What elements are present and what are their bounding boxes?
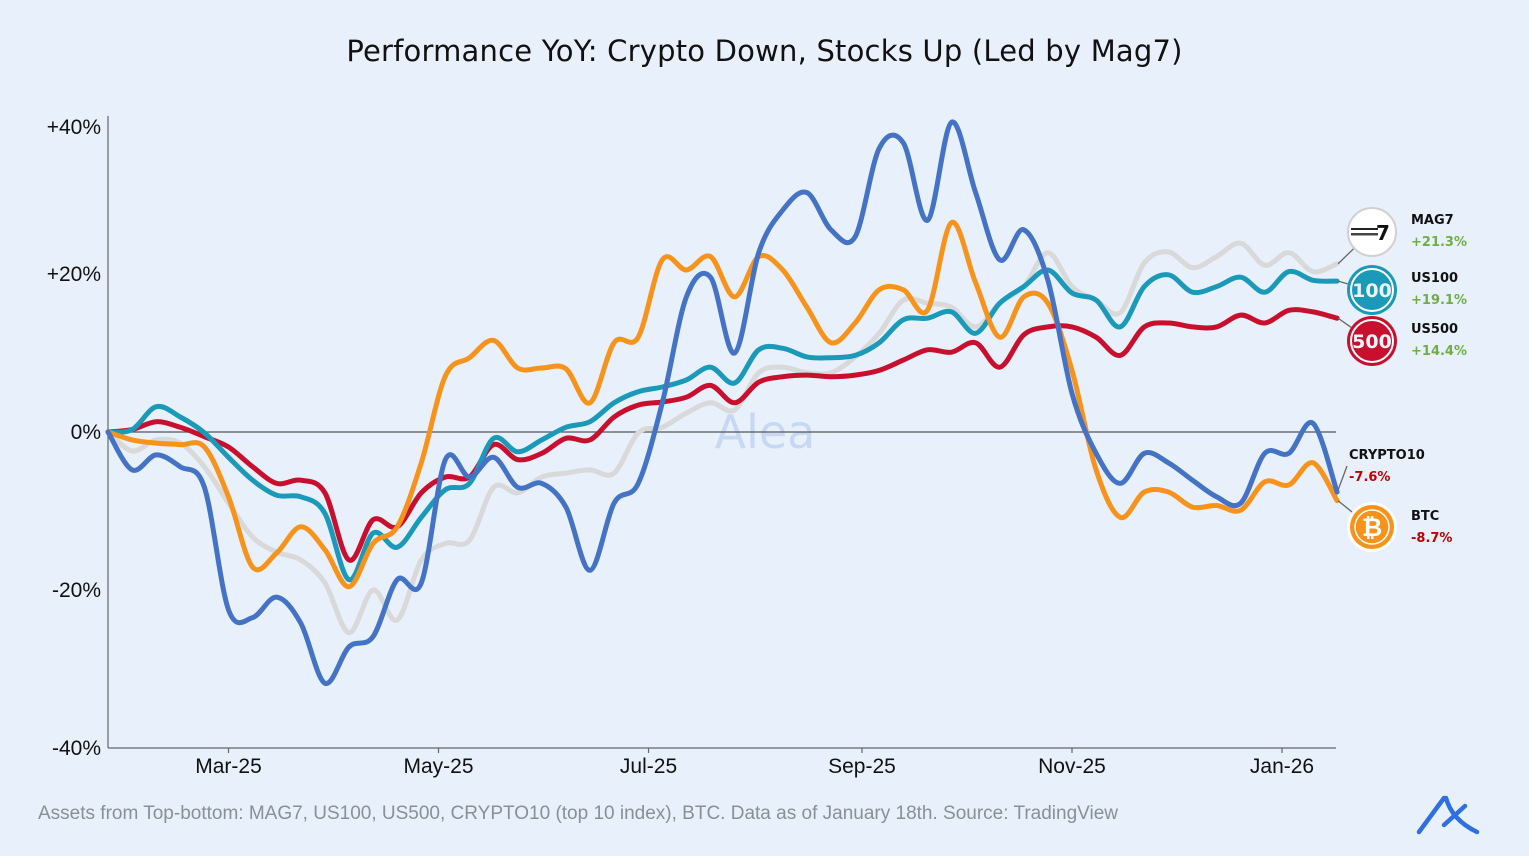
x-tick-label: May-25 <box>403 755 473 778</box>
legend-label: BTC <box>1411 509 1439 524</box>
legend-label: MAG7 <box>1411 213 1454 228</box>
legend-entry-us100: 100 US100 +19.1% <box>1337 265 1467 315</box>
svg-text:7: 7 <box>1376 221 1390 245</box>
x-tick-label: Jan-26 <box>1250 755 1314 778</box>
x-tick-label: Mar-25 <box>195 755 262 778</box>
legend-connector <box>1337 248 1354 265</box>
y-tick-label: -20% <box>52 579 101 602</box>
svg-text:500: 500 <box>1352 331 1392 353</box>
us500-icon: 500 <box>1347 316 1397 366</box>
legend-entry-us500: 500 US500 +14.4% <box>1337 316 1467 366</box>
legend-connector <box>1337 280 1348 285</box>
legend-change: +14.4% <box>1411 344 1467 359</box>
footer-note: Assets from Top-bottom: MAG7, US100, US5… <box>38 803 1119 824</box>
bitcoin-icon: ₿ <box>1347 502 1397 552</box>
legend-change: -7.6% <box>1349 470 1390 485</box>
x-tick-label: Jul-25 <box>620 755 677 778</box>
series-line-btc <box>105 220 1340 590</box>
y-tick-label: +40% <box>47 116 101 139</box>
legend-connector <box>1337 500 1353 513</box>
legend-change: +19.1% <box>1411 293 1467 308</box>
legend: 7 MAG7 +21.3% 500 US500 +14.4% 100 US100 +19.1% ₿… <box>1337 207 1467 552</box>
us100-icon: 100 <box>1347 265 1397 315</box>
legend-connector <box>1337 317 1352 328</box>
legend-label: US100 <box>1411 271 1458 286</box>
legend-entry-btc: ₿ BTC -8.7% <box>1337 500 1452 552</box>
series-line-crypto10 <box>105 119 1340 686</box>
axes: +40% +20% 0% -20% -40% Mar-25 May-25 Jul-25 Sep-… <box>47 116 1336 778</box>
magnificent-7-icon: 7 <box>1347 207 1397 257</box>
x-tick-label: Sep-25 <box>828 755 896 778</box>
legend-change: +21.3% <box>1411 235 1467 250</box>
svg-text:₿: ₿ <box>1362 513 1382 542</box>
legend-label: CRYPTO10 <box>1349 448 1425 463</box>
y-tick-label: -40% <box>52 737 101 760</box>
legend-connector <box>1337 465 1348 491</box>
series-line-us100 <box>105 267 1340 583</box>
series-line-mag7 <box>105 240 1340 636</box>
chart-title: Performance YoY: Crypto Down, Stocks Up … <box>346 34 1183 68</box>
svg-text:100: 100 <box>1352 280 1392 302</box>
series-lines <box>105 119 1340 686</box>
legend-change: -8.7% <box>1411 531 1452 546</box>
y-tick-label: +20% <box>47 263 101 286</box>
legend-entry-crypto10: CRYPTO10 -7.6% <box>1337 448 1425 491</box>
series-line-us500 <box>105 307 1340 563</box>
x-tick-label: Nov-25 <box>1038 755 1106 778</box>
y-tick-label: 0% <box>71 421 101 444</box>
legend-label: US500 <box>1411 322 1458 337</box>
legend-entry-mag7: 7 MAG7 +21.3% <box>1337 207 1467 265</box>
alea-logo-icon <box>1416 795 1480 835</box>
